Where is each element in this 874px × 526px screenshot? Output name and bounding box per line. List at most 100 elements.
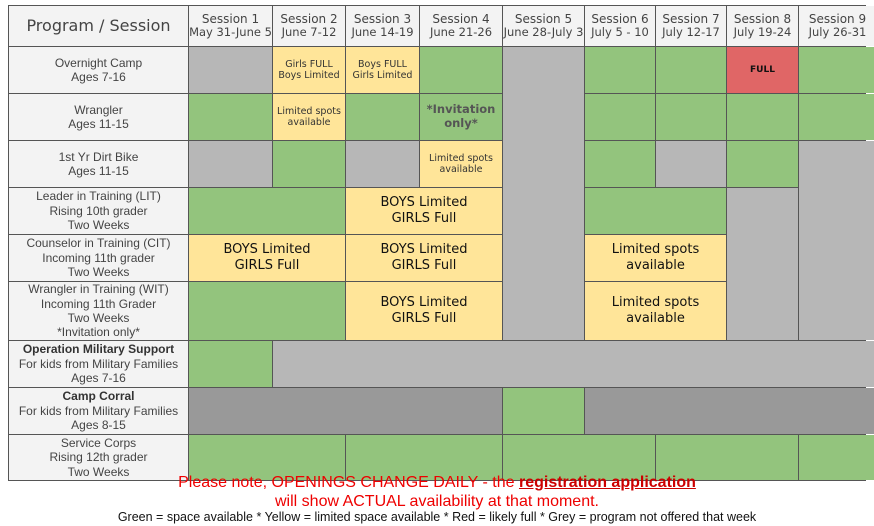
availability-cell-green [189,188,345,234]
availability-cell-dgrey [585,388,874,434]
availability-cell-yellow: Limited spots available [585,235,726,281]
program-title: Counselor in Training (CIT) [26,236,171,251]
registration-application-link[interactable]: registration application [518,474,696,491]
program-title: Leader in Training (LIT) [36,189,161,204]
session-dates: May 31-June 5 [189,25,272,40]
session-name: Session 1 [201,11,260,26]
availability-cell-green [656,435,798,480]
availability-cell-green [799,47,874,93]
program-title: Service Corps [60,435,137,450]
availability-cell-yellow: Limited spots available [585,282,726,340]
session-dates: July 26-31 [808,25,867,40]
availability-cell-dgrey [189,388,502,434]
notice: Please note, OPENINGS CHANGE DAILY - the… [0,473,874,511]
session-name: Session 9 [808,11,867,26]
availability-cell-grey [503,47,584,340]
availability-cell-green [189,282,345,340]
cell-text: BOYS Limited [380,295,468,311]
program-label: Wrangler in Training (WIT) Incoming 11th … [9,282,188,340]
session-name: Session 8 [733,11,792,26]
program-detail: Rising 10th grader [49,203,148,218]
availability-cell-green [189,341,272,387]
program-label: Service Corps Rising 12th grader Two Weeks [9,435,188,480]
availability-cell-yellow: Limited spots available [420,141,502,187]
program-label: Overnight Camp Ages 7-16 [9,47,188,93]
program-detail: *Invitation only* [57,325,140,340]
session-name: Session 2 [280,11,338,26]
availability-cell-grey [656,141,726,187]
program-label: Camp Corral For kids from Military Famili… [9,388,188,434]
availability-cell-yellow: BOYS Limited GIRLS Full [346,282,502,340]
availability-cell-green [585,47,655,93]
availability-cell-green [727,141,798,187]
program-detail: Incoming 11th grader [42,250,155,265]
program-detail: Two Weeks [67,311,130,325]
availability-cell-green [273,141,345,187]
session-name: Session 6 [591,11,649,26]
program-title: Camp Corral [62,389,135,404]
session-header: Session 4 June 21-26 [420,6,502,46]
availability-cell-green [656,47,726,93]
availability-cell-green [799,94,874,140]
cell-text: BOYS Limited [380,242,468,258]
availability-cell-grey [189,47,272,93]
cell-text: BOYS Limited [223,242,311,258]
cell-text: available [287,117,331,128]
session-header: Session 9 July 26-31 [799,6,874,46]
program-title: Wrangler [74,102,123,117]
cell-text: GIRLS Full [391,211,457,226]
session-dates: June 21-26 [429,25,493,40]
availability-cell-green [585,188,726,234]
program-detail: Ages 11-15 [68,117,129,131]
program-detail: Two Weeks [67,265,130,280]
cell-text: Limited spots [277,105,341,117]
program-title: Overnight Camp [54,55,143,70]
program-label: Operation Military Support For kids from … [9,341,188,387]
session-header: Session 8 July 19-24 [727,6,798,46]
session-header: Session 7 July 12-17 [656,6,726,46]
cell-text: FULL [750,64,775,75]
program-detail: Rising 12th grader [49,450,148,465]
program-label: Counselor in Training (CIT) Incoming 11th… [9,235,188,281]
program-title: Operation Military Support [22,342,175,357]
session-dates: June 28-July 3 [503,25,584,40]
availability-cell-yellow: BOYS Limited GIRLS Full [346,188,502,234]
session-dates: June 14-19 [351,25,414,40]
availability-cell-green [420,47,502,93]
session-header: Session 2 June 7-12 [273,6,345,46]
session-dates: July 5 - 10 [591,25,649,40]
availability-cell-yellow: Girls FULL Boys Limited [273,47,345,93]
session-name: Session 4 [432,11,490,26]
availability-cell-grey [273,341,874,387]
program-detail: Ages 11-15 [68,164,129,178]
session-name: Session 3 [353,11,412,26]
cell-text: *Invitation [426,102,496,117]
session-name: Session 7 [662,11,720,26]
cell-text: available [439,164,483,175]
availability-cell-green [346,435,502,480]
program-detail: For kids from Military Families [18,403,179,418]
availability-cell-green [503,388,584,434]
program-detail: Two Weeks [67,218,130,233]
session-header: Session 1 May 31-June 5 [189,6,272,46]
availability-cell-green [799,435,874,480]
availability-cell-yellow: Limited spots available [273,94,345,140]
cell-text: available [626,311,685,326]
program-detail: Two Weeks [67,464,130,479]
availability-cell-yellow: Boys FULL Girls Limited [346,47,419,93]
session-header: Session 6 July 5 - 10 [585,6,655,46]
cell-text: Girls FULL [285,58,333,70]
program-detail: Incoming 11th Grader [40,296,157,311]
session-name: Session 5 [514,11,573,26]
program-detail: Ages 7-16 [71,371,126,386]
cell-text: available [626,258,685,273]
availability-cell-green [189,94,272,140]
availability-cell-yellow: BOYS Limited GIRLS Full [346,235,502,281]
program-label: Wrangler Ages 11-15 [9,94,188,140]
session-header: Session 5 June 28-July 3 [503,6,584,46]
availability-cell-green: *Invitation only* [420,94,502,140]
cell-text: Boys FULL [358,58,407,70]
cell-text: Girls Limited [352,70,413,81]
program-detail: Ages 8-15 [71,418,126,433]
program-label: 1st Yr Dirt Bike Ages 11-15 [9,141,188,187]
